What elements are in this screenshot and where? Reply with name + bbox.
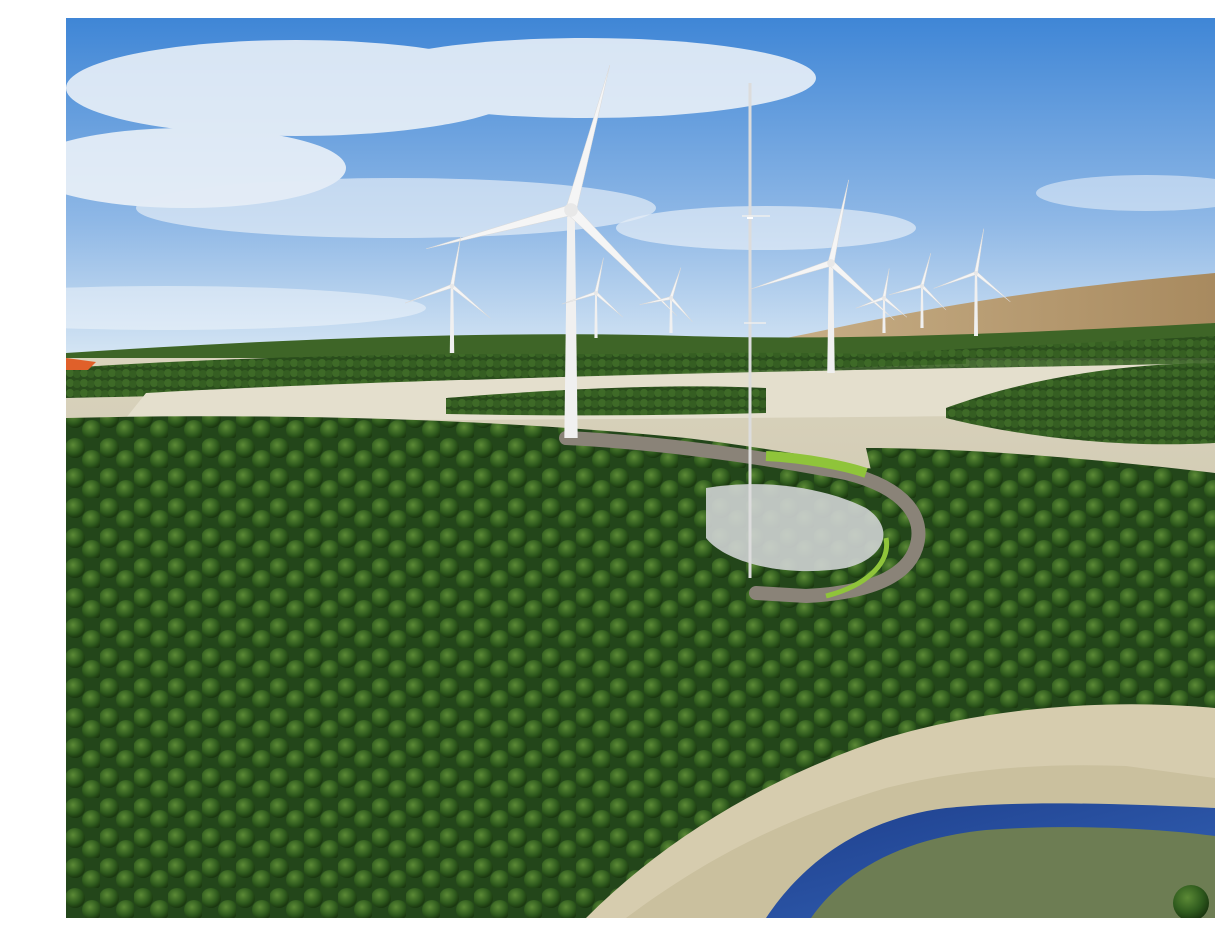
pond-island [811,827,1215,918]
far-right-turbine-2-tower [920,286,924,328]
main-turbine [426,65,678,438]
center-turbine-2-tower [669,298,673,333]
access-road [559,431,926,604]
far-right-turbine-3 [933,228,1011,336]
right-turbine [750,179,895,373]
center-turbine-2-hub [669,296,673,300]
orange-marker [66,358,96,370]
left-turbine-hub [449,283,455,289]
far-right-turbine-2-hub [920,284,924,288]
main-turbine-hub [564,203,578,217]
road-grass-edge [765,451,868,478]
far-right-turbine-3-tower [974,273,978,336]
left-turbine-tower [449,286,455,353]
far-right-turbine-2 [889,253,947,328]
far-right-turbine-1-tower [882,298,886,333]
road-grass-edge-lower [825,537,890,599]
upper-forest [316,336,1215,380]
far-right-turbine-3-hub [973,270,979,276]
right-forest [866,448,1215,718]
center-forest-strip [446,386,766,416]
right-turbine-tower [827,263,835,373]
clouds [66,38,1215,330]
left-turbine [404,236,491,353]
wind-farm-scene [66,18,1215,918]
wind-turbines [404,65,1011,438]
met-mast [742,83,770,578]
far-right-turbine-1 [855,268,908,333]
far-right-turbine-1-hub [882,296,886,300]
right-turbine-hub [827,259,835,267]
center-turbine-tower [594,293,598,338]
main-turbine-tower [564,210,578,438]
center-turbine-2 [639,267,693,333]
bush [1173,885,1209,918]
center-turbine-hub [594,291,598,295]
center-turbine [561,257,623,338]
right-forest-patch [946,363,1215,445]
